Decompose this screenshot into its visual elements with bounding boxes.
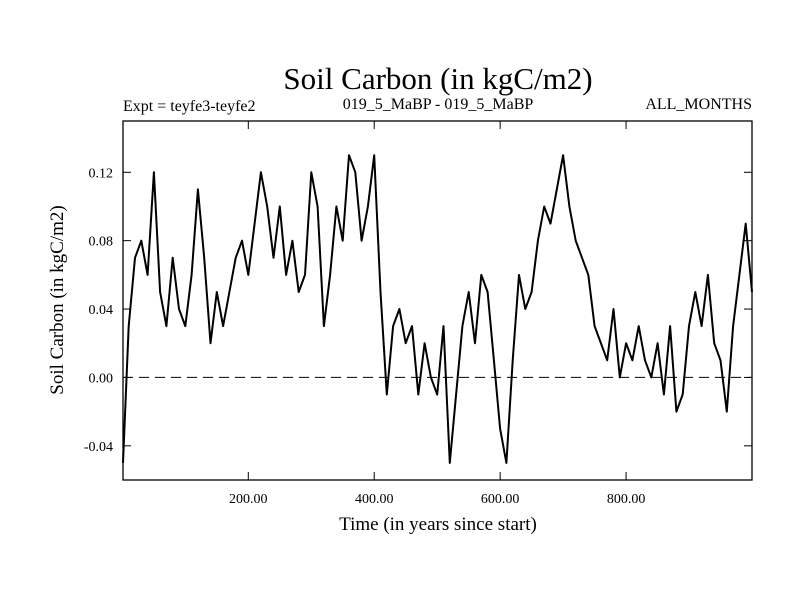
period-label: 019_5_MaBP - 019_5_MaBP (343, 96, 534, 113)
y-axis-ticks: -0.04 0.00 0.04 0.08 0.12 (84, 166, 752, 455)
x-tick-label: 600.00 (481, 492, 520, 507)
y-tick-label: 0.08 (89, 235, 114, 250)
x-tick-label: 200.00 (229, 492, 268, 507)
experiment-label: Expt = teyfe3-teyfe2 (123, 98, 256, 115)
y-tick-label: 0.12 (89, 166, 114, 181)
x-tick-label: 800.00 (607, 492, 646, 507)
y-axis-label: Soil Carbon (in kgC/m2) (47, 205, 68, 394)
y-tick-label: 0.00 (89, 371, 114, 386)
soil-carbon-series-line (122, 154, 753, 464)
chart-title: Soil Carbon (in kgC/m2) (283, 61, 592, 96)
months-label: ALL_MONTHS (645, 96, 752, 113)
x-axis-ticks: 200.00 400.00 600.00 800.00 (229, 121, 645, 507)
x-tick-label: 400.00 (355, 492, 394, 507)
x-axis-label: Time (in years since start) (339, 514, 537, 535)
y-tick-label: -0.04 (84, 440, 113, 455)
y-tick-label: 0.04 (89, 303, 114, 318)
plot-frame (122, 120, 753, 481)
plot-area (122, 120, 753, 481)
